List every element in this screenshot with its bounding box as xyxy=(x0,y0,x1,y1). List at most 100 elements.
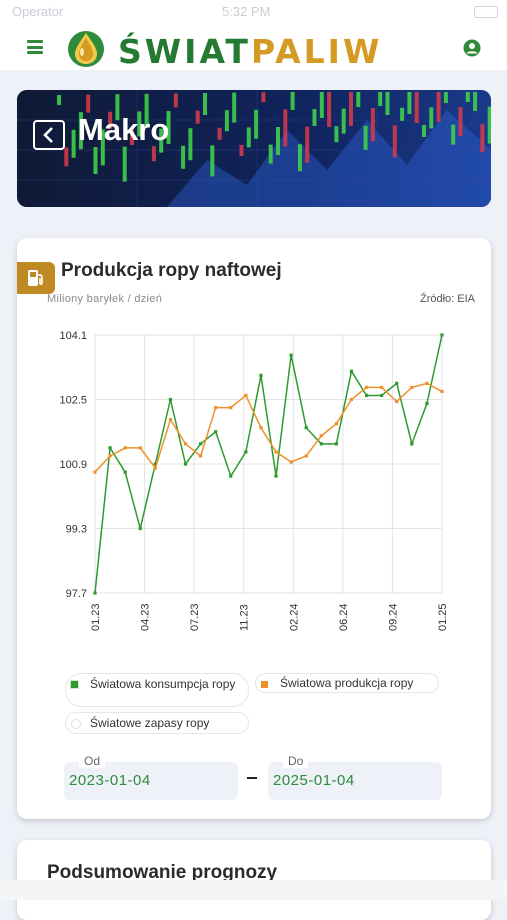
banner-candle xyxy=(100,129,105,166)
data-point xyxy=(380,393,384,398)
app-header: ŚWIATPALIW xyxy=(0,24,507,71)
banner-candle xyxy=(151,146,156,162)
legend-label-consumption: Światowa konsumpcja ropy xyxy=(90,677,236,691)
banner-candle xyxy=(283,109,288,147)
banner-candle xyxy=(480,124,485,153)
data-point xyxy=(153,466,157,470)
banner-candle xyxy=(108,111,113,129)
data-point xyxy=(349,397,354,402)
banner-candle xyxy=(93,147,98,174)
status-bar: Operator 5:32 PM xyxy=(0,0,507,24)
data-point xyxy=(138,526,142,531)
banner-candle xyxy=(422,125,426,137)
y-tick-label: 99.3 xyxy=(66,524,87,536)
page-title: Makro xyxy=(78,112,170,147)
legend-item-reserves[interactable]: Światowe zapasy ropy xyxy=(65,712,249,734)
banner-candle xyxy=(71,129,76,158)
data-point xyxy=(168,397,173,402)
data-point xyxy=(349,369,354,373)
data-point xyxy=(93,470,97,474)
user-icon[interactable] xyxy=(463,39,481,57)
legend-item-production[interactable]: Światowa produkcja ropy xyxy=(255,673,439,693)
banner-candle xyxy=(487,106,491,144)
banner-candle xyxy=(210,145,215,177)
data-point xyxy=(395,381,399,385)
banner-candle xyxy=(290,92,295,110)
data-point xyxy=(289,460,293,464)
banner-candle xyxy=(188,128,193,161)
banner-candle xyxy=(86,94,91,113)
data-point xyxy=(259,373,263,377)
data-point xyxy=(183,442,188,446)
data-point xyxy=(410,442,414,446)
back-button[interactable] xyxy=(33,120,65,150)
legend-label-production: Światowa produkcja ropy xyxy=(280,676,414,690)
banner-candle xyxy=(414,92,419,123)
banner-candle xyxy=(451,124,456,145)
y-tick-label: 104.1 xyxy=(59,330,87,342)
data-point xyxy=(425,401,429,406)
banner-candle xyxy=(173,93,178,108)
chart-title: Produkcja ropy naftowej xyxy=(61,260,282,281)
series-line-1 xyxy=(94,382,443,473)
banner-candle xyxy=(203,93,207,115)
banner-candle xyxy=(327,92,332,127)
banner-candle xyxy=(473,92,478,111)
data-point xyxy=(334,422,338,426)
chevron-left-icon xyxy=(43,127,53,143)
x-tick-label: 04.23 xyxy=(140,603,152,631)
x-tick-label: 09.24 xyxy=(387,603,399,631)
banner-candle xyxy=(341,108,346,134)
banner-candle xyxy=(137,111,142,137)
data-point xyxy=(229,405,233,410)
banner-candle xyxy=(166,111,171,144)
banner-candle xyxy=(115,94,120,121)
banner-candle xyxy=(443,92,448,103)
banner-candle xyxy=(144,93,149,128)
y-tick-label: 100.9 xyxy=(59,459,87,471)
banner-candle xyxy=(64,147,69,167)
brand-part2: PALIW xyxy=(250,32,383,71)
date-from-field[interactable]: Od 2023-01-04 xyxy=(64,754,238,800)
brand-wordmark: ŚWIATPALIW xyxy=(118,32,382,71)
banner-candle xyxy=(217,127,222,140)
data-point xyxy=(319,434,323,438)
y-tick-label: 97.7 xyxy=(66,588,87,600)
legend-swatch-reserves xyxy=(71,719,81,729)
oil-production-line-chart: 104.1 102.5 100.9 99.3 97.701.23 04.23 07.23 11… xyxy=(59,330,449,631)
banner-candle xyxy=(385,92,390,115)
date-range-separator xyxy=(247,777,257,779)
data-point xyxy=(214,405,218,410)
data-point xyxy=(440,389,444,394)
legend-swatch-production xyxy=(261,681,268,688)
data-point xyxy=(334,442,338,446)
data-point xyxy=(274,474,278,478)
banner-candle xyxy=(349,92,353,126)
banner-candle xyxy=(130,129,134,145)
data-point xyxy=(199,442,203,446)
menu-icon[interactable] xyxy=(27,40,43,54)
legend-item-consumption[interactable]: Światowa konsumpcja ropy xyxy=(65,673,249,707)
date-to-value: 2025-01-04 xyxy=(273,772,355,789)
forecast-card-title: Podsumowanie prognozy xyxy=(47,862,278,883)
data-point xyxy=(93,591,97,595)
chart-card: Produkcja ropy naftowej Miliony baryłek … xyxy=(17,238,491,819)
chart-source-label: Źródło: EIA xyxy=(419,293,475,305)
data-point xyxy=(153,462,157,466)
banner-candle xyxy=(400,107,405,121)
legend-swatch-consumption xyxy=(70,680,79,689)
x-tick-label: 06.24 xyxy=(338,603,350,631)
data-point xyxy=(425,381,429,385)
banner-candle xyxy=(224,110,229,132)
x-tick-label: 01.23 xyxy=(90,603,102,631)
bottom-safe-area xyxy=(0,880,507,900)
banner-candle xyxy=(195,110,200,124)
banner-candle xyxy=(363,125,368,150)
banner-candle xyxy=(356,92,361,107)
fuel-pump-icon xyxy=(28,270,43,286)
date-to-field[interactable]: Do 2025-01-04 xyxy=(268,754,442,800)
date-from-label: Od xyxy=(79,754,106,768)
data-point xyxy=(168,418,173,422)
banner-candle xyxy=(319,92,324,118)
category-badge xyxy=(17,262,55,294)
